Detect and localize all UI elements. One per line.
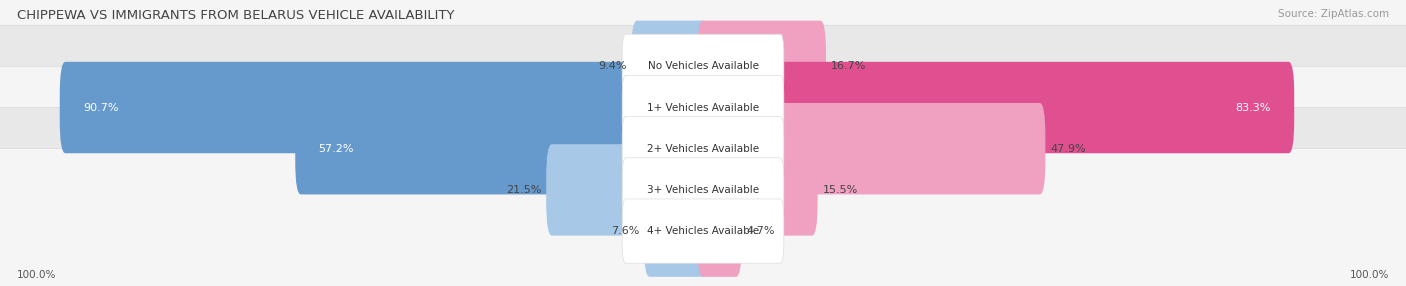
FancyBboxPatch shape bbox=[0, 108, 1406, 272]
Text: 83.3%: 83.3% bbox=[1236, 103, 1271, 112]
Text: 3+ Vehicles Available: 3+ Vehicles Available bbox=[647, 185, 759, 195]
Text: 2+ Vehicles Available: 2+ Vehicles Available bbox=[647, 144, 759, 154]
Text: 4+ Vehicles Available: 4+ Vehicles Available bbox=[647, 226, 759, 236]
Text: 47.9%: 47.9% bbox=[1050, 144, 1085, 154]
FancyBboxPatch shape bbox=[697, 62, 1294, 153]
FancyBboxPatch shape bbox=[697, 185, 742, 277]
FancyBboxPatch shape bbox=[546, 144, 709, 236]
FancyBboxPatch shape bbox=[697, 21, 827, 112]
Text: 7.6%: 7.6% bbox=[610, 226, 640, 236]
FancyBboxPatch shape bbox=[0, 25, 1406, 190]
FancyBboxPatch shape bbox=[0, 149, 1406, 286]
FancyBboxPatch shape bbox=[697, 144, 818, 236]
Text: 100.0%: 100.0% bbox=[1350, 270, 1389, 280]
Text: Source: ZipAtlas.com: Source: ZipAtlas.com bbox=[1278, 9, 1389, 19]
Text: 57.2%: 57.2% bbox=[318, 144, 354, 154]
FancyBboxPatch shape bbox=[0, 66, 1406, 231]
Text: 100.0%: 100.0% bbox=[17, 270, 56, 280]
FancyBboxPatch shape bbox=[621, 117, 785, 181]
FancyBboxPatch shape bbox=[621, 158, 785, 222]
Text: CHIPPEWA VS IMMIGRANTS FROM BELARUS VEHICLE AVAILABILITY: CHIPPEWA VS IMMIGRANTS FROM BELARUS VEHI… bbox=[17, 9, 454, 21]
FancyBboxPatch shape bbox=[621, 34, 785, 98]
FancyBboxPatch shape bbox=[631, 21, 709, 112]
FancyBboxPatch shape bbox=[0, 0, 1406, 149]
FancyBboxPatch shape bbox=[59, 62, 709, 153]
Text: 21.5%: 21.5% bbox=[506, 185, 541, 195]
Text: 16.7%: 16.7% bbox=[831, 61, 866, 71]
FancyBboxPatch shape bbox=[644, 185, 709, 277]
Text: 4.7%: 4.7% bbox=[747, 226, 775, 236]
FancyBboxPatch shape bbox=[621, 199, 785, 263]
FancyBboxPatch shape bbox=[621, 76, 785, 140]
Text: No Vehicles Available: No Vehicles Available bbox=[648, 61, 758, 71]
Text: 15.5%: 15.5% bbox=[823, 185, 858, 195]
Text: 90.7%: 90.7% bbox=[83, 103, 118, 112]
Text: 1+ Vehicles Available: 1+ Vehicles Available bbox=[647, 103, 759, 112]
FancyBboxPatch shape bbox=[697, 103, 1046, 194]
FancyBboxPatch shape bbox=[295, 103, 709, 194]
Text: 9.4%: 9.4% bbox=[598, 61, 627, 71]
